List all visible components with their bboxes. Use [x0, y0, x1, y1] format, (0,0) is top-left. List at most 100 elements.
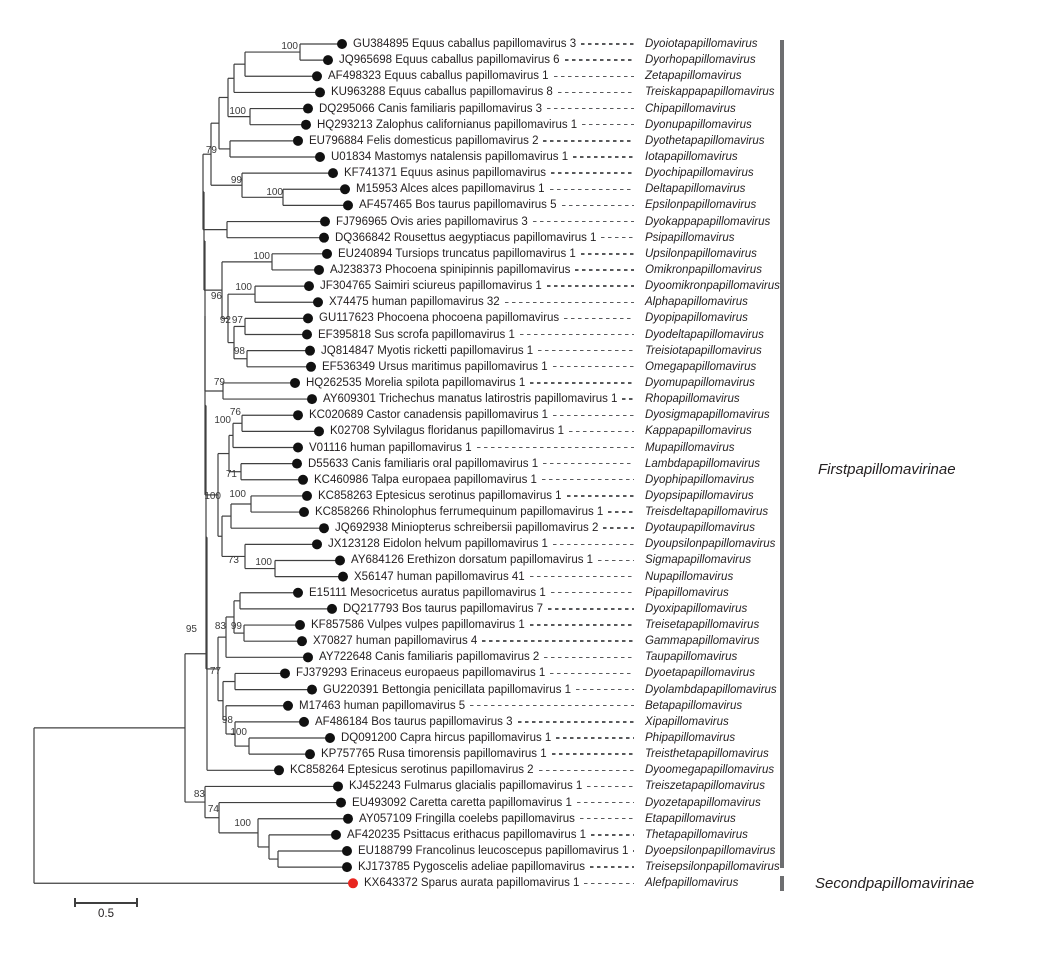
taxon-label: KC858264 Eptesicus serotinus papillomavi…	[290, 764, 534, 777]
dash-leader	[546, 285, 634, 287]
genus-label: Epsilonpapillomavirus	[645, 199, 757, 212]
taxon-label: JQ814847 Myotis ricketti papillomavirus …	[321, 344, 534, 357]
genus-label: Sigmapapillomavirus	[645, 554, 752, 567]
genus-label: Thetapapillomavirus	[645, 828, 748, 841]
dash-leader	[582, 123, 634, 126]
taxon-label: M15953 Alces alces papillomavirus 1	[356, 183, 545, 196]
genus-label: Taupapillomavirus	[645, 651, 738, 664]
genus-label: Dyolambdapapillomavirus	[645, 683, 777, 696]
taxon-row: U01834 Mastomys natalensis papillomaviru…	[331, 149, 638, 165]
taxon-row: GU384895 Equus caballus papillomavirus 3	[353, 36, 638, 52]
taxon-label: DQ366842 Rousettus aegyptiacus papilloma…	[335, 231, 597, 244]
tip-marker	[319, 232, 329, 243]
tip-marker	[314, 426, 324, 437]
tip-marker	[280, 668, 290, 679]
genus-label: Mupapillomavirus	[645, 441, 735, 454]
tip-marker	[338, 571, 348, 582]
genus-label: Treisthetapapillomavirus	[645, 748, 769, 761]
taxon-label: GU220391 Bettongia penicillata papilloma…	[323, 683, 572, 696]
dash-leader	[504, 301, 634, 303]
taxon-row: X70827 human papillomavirus 4	[313, 633, 638, 649]
bootstrap-value: 83	[214, 620, 226, 632]
bootstrap-value: 100	[204, 490, 221, 502]
dash-leader	[608, 511, 634, 513]
tip-marker	[274, 765, 284, 776]
tip-marker	[322, 248, 332, 259]
taxon-label: KF857586 Vulpes vulpes papillomavirus 1	[311, 619, 525, 632]
dash-leader	[580, 253, 634, 255]
taxon-row: KJ173785 Pygoscelis adeliae papillomavir…	[358, 859, 638, 875]
tip-marker	[307, 394, 317, 405]
tip-marker	[343, 200, 353, 211]
taxon-row: EF536349 Ursus maritimus papillomavirus …	[322, 359, 638, 375]
taxon-label: AY722648 Canis familiaris papillomavirus…	[319, 651, 540, 664]
tip-marker	[305, 749, 315, 760]
taxon-row: EU796884 Felis domesticus papillomavirus…	[309, 133, 638, 149]
genus-label: Dyonupapillomavirus	[645, 118, 752, 131]
taxon-label: KC858266 Rhinolophus ferrumequinum papil…	[315, 506, 604, 519]
genus-label: Dyorhopapillomavirus	[645, 54, 756, 67]
taxon-label: FJ796965 Ovis aries papillomavirus 3	[336, 215, 528, 228]
tip-marker	[307, 684, 317, 695]
tip-marker	[304, 281, 314, 292]
dash-leader	[573, 156, 634, 158]
taxon-row: AY684126 Erethizon dorsatum papillomavir…	[351, 552, 638, 568]
dash-leader	[529, 575, 634, 578]
tip-marker	[313, 297, 323, 308]
taxon-row: AY722648 Canis familiaris papillomavirus…	[319, 649, 638, 665]
dash-leader	[576, 801, 634, 804]
taxon-row: V01116 human papillomavirus 1	[309, 440, 638, 456]
tip-marker	[325, 733, 335, 744]
taxon-row: EF395818 Sus scrofa papillomavirus 1	[318, 327, 638, 343]
genus-label: Rhopapillomavirus	[645, 393, 740, 406]
dash-leader	[547, 107, 634, 110]
genus-label: Dyoiotapapillomavirus	[645, 38, 758, 50]
tip-marker	[315, 87, 325, 98]
tip-marker	[301, 119, 311, 130]
genus-label: Dyophipapillomavirus	[645, 473, 755, 486]
bootstrap-value: 73	[227, 554, 239, 566]
tip-marker	[328, 168, 338, 179]
bootstrap-value: 79	[205, 144, 217, 156]
taxon-row: D55633 Canis familiaris oral papillomavi…	[308, 456, 638, 472]
scale-bar-left-tick	[74, 898, 76, 907]
taxon-row: JQ814847 Myotis ricketti papillomavirus …	[321, 343, 638, 359]
tip-marker	[314, 264, 324, 275]
taxon-label: JQ965698 Equus caballus papillomavirus 6	[339, 54, 560, 67]
tip-marker	[298, 474, 308, 485]
bootstrap-value: 71	[225, 468, 237, 480]
dash-leader	[566, 495, 634, 497]
taxon-label: EU796884 Felis domesticus papillomavirus…	[309, 134, 539, 147]
tip-marker	[342, 846, 352, 856]
taxon-label: X56147 human papillomavirus 41	[354, 570, 525, 583]
bootstrap-value: 100	[234, 817, 251, 829]
tip-marker	[303, 103, 313, 114]
taxon-row: FJ796965 Ovis aries papillomavirus 3	[336, 214, 638, 230]
scale-bar	[74, 902, 138, 904]
taxon-label: GU384895 Equus caballus papillomavirus 3	[353, 38, 577, 50]
taxon-row: DQ295066 Canis familiaris papillomavirus…	[319, 101, 638, 117]
tip-marker	[306, 361, 316, 372]
taxon-label: AJ238373 Phocoena spinipinnis papillomav…	[330, 263, 571, 276]
bootstrap-value: 79	[213, 376, 225, 388]
dash-leader	[557, 91, 634, 94]
taxon-row: AF420235 Psittacus erithacus papillomavi…	[347, 827, 638, 843]
taxon-label: AF457465 Bos taurus papillomavirus 5	[359, 199, 557, 212]
taxon-label: HQ293213 Zalophus californianus papillom…	[317, 118, 578, 131]
genus-label: Omegapapillomavirus	[645, 360, 757, 373]
genus-label: Treiskappapapillomavirus	[645, 86, 775, 99]
tip-marker	[295, 620, 305, 631]
tip-marker	[299, 716, 309, 727]
taxon-label: DQ091200 Capra hircus papillomavirus 1	[341, 732, 552, 745]
bootstrap-value: 96	[210, 290, 222, 302]
taxon-label: E15111 Mesocricetus auratus papillomavir…	[309, 586, 546, 599]
genus-label: Phipapillomavirus	[645, 732, 736, 745]
bootstrap-value: 100	[253, 250, 270, 262]
dash-leader	[568, 430, 634, 433]
dash-leader	[556, 737, 634, 739]
taxon-label: KC858263 Eptesicus serotinus papillomavi…	[318, 489, 562, 502]
dash-leader	[576, 688, 634, 691]
dash-leader	[552, 366, 634, 368]
taxon-label: KC020689 Castor canadensis papillomaviru…	[309, 409, 549, 422]
